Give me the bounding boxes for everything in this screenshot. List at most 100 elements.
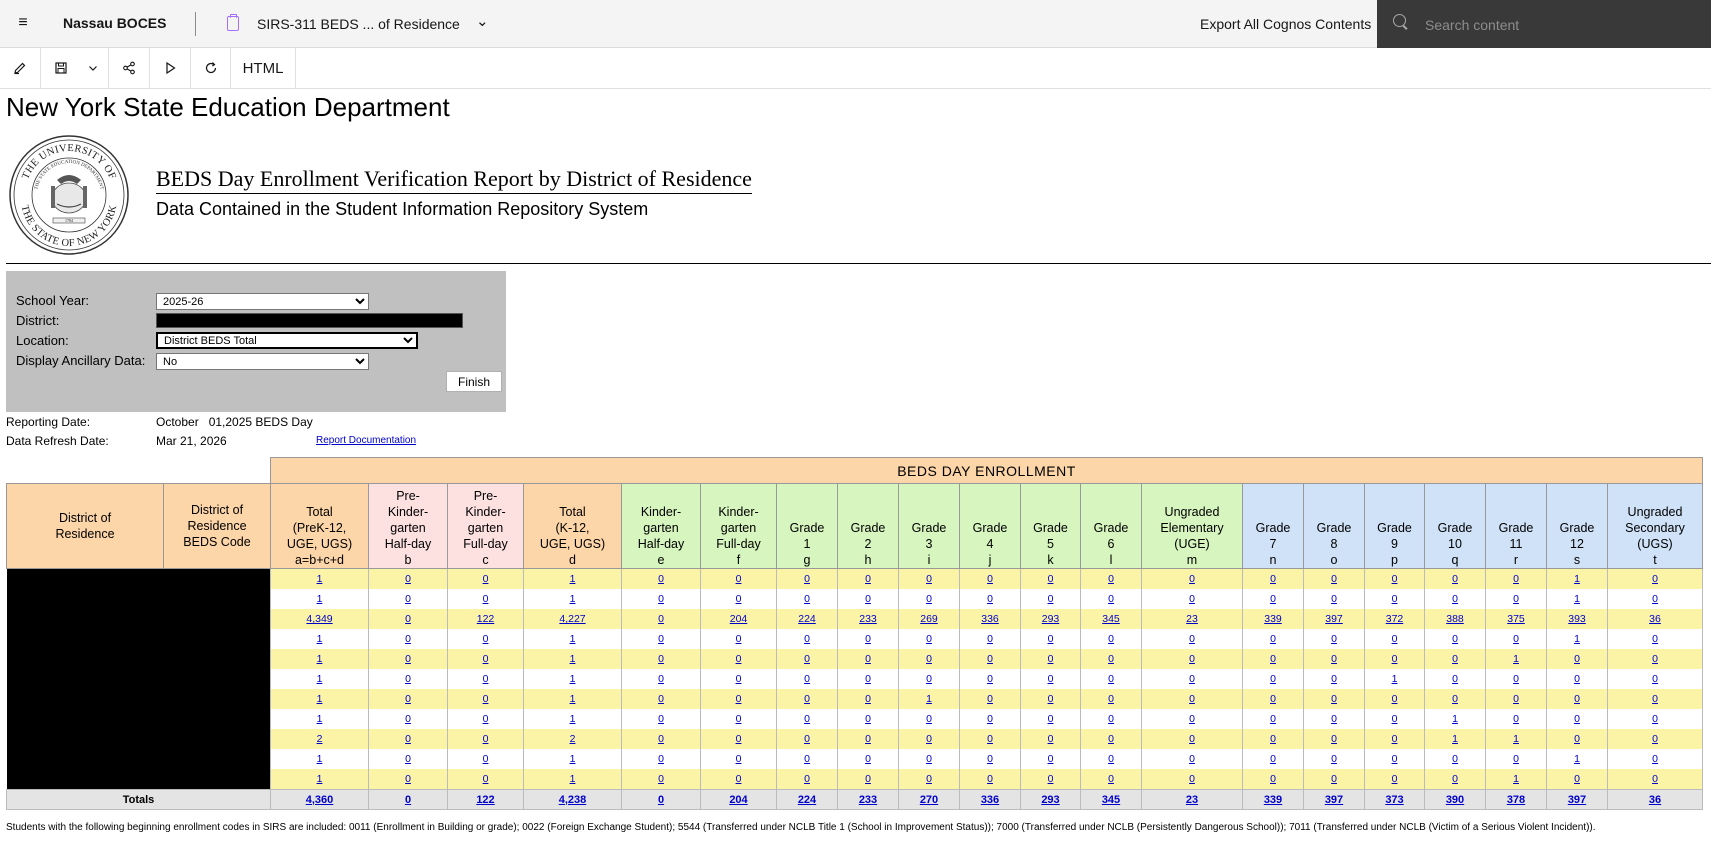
- location-select[interactable]: District BEDS Total: [156, 332, 418, 349]
- enrollment-drill-link[interactable]: 375: [1507, 613, 1525, 625]
- enrollment-drill-link[interactable]: 0: [1452, 673, 1458, 685]
- enrollment-drill-link[interactable]: 0: [1047, 733, 1054, 745]
- enrollment-drill-link[interactable]: 2: [316, 733, 323, 745]
- enrollment-drill-link[interactable]: 0: [926, 653, 932, 665]
- total-drill-link[interactable]: 293: [1041, 793, 1060, 806]
- enrollment-drill-link[interactable]: 1: [1574, 593, 1580, 605]
- total-drill-link[interactable]: 345: [1101, 793, 1121, 806]
- enrollment-drill-link[interactable]: 1: [316, 693, 323, 705]
- hamburger-menu-icon[interactable]: ≡: [18, 14, 28, 31]
- enrollment-drill-link[interactable]: 0: [1047, 653, 1054, 665]
- enrollment-drill-link[interactable]: 0: [1574, 693, 1580, 705]
- enrollment-drill-link[interactable]: 0: [405, 593, 411, 605]
- enrollment-drill-link[interactable]: 0: [1108, 573, 1114, 585]
- enrollment-drill-link[interactable]: 0: [865, 573, 871, 585]
- ancillary-data-select[interactable]: No: [156, 353, 369, 370]
- enrollment-drill-link[interactable]: 1: [569, 773, 576, 785]
- enrollment-drill-link[interactable]: 339: [1264, 613, 1282, 625]
- total-drill-link[interactable]: 378: [1506, 793, 1526, 806]
- enrollment-drill-link[interactable]: 0: [865, 733, 871, 745]
- enrollment-drill-link[interactable]: 1: [569, 593, 576, 605]
- enrollment-drill-link[interactable]: 0: [658, 573, 664, 585]
- enrollment-drill-link[interactable]: 0: [405, 673, 411, 685]
- enrollment-drill-link[interactable]: 336: [981, 613, 999, 625]
- report-tab-title[interactable]: SIRS-311 BEDS ... of Residence: [257, 16, 460, 32]
- total-drill-link[interactable]: 224: [797, 793, 817, 806]
- enrollment-drill-link[interactable]: 0: [1652, 733, 1658, 745]
- enrollment-drill-link[interactable]: 0: [482, 773, 489, 785]
- edit-icon[interactable]: [0, 48, 40, 88]
- enrollment-drill-link[interactable]: 0: [482, 673, 489, 685]
- enrollment-drill-link[interactable]: 0: [1331, 573, 1337, 585]
- save-icon[interactable]: [41, 48, 81, 88]
- enrollment-drill-link[interactable]: 1: [1452, 713, 1458, 725]
- enrollment-drill-link[interactable]: 0: [735, 753, 742, 765]
- enrollment-drill-link[interactable]: 0: [1189, 733, 1195, 745]
- enrollment-drill-link[interactable]: 0: [658, 733, 664, 745]
- enrollment-drill-link[interactable]: 0: [1047, 573, 1054, 585]
- enrollment-drill-link[interactable]: 0: [1452, 753, 1458, 765]
- enrollment-drill-link[interactable]: 0: [735, 573, 742, 585]
- enrollment-drill-link[interactable]: 0: [1513, 693, 1519, 705]
- enrollment-drill-link[interactable]: 0: [1270, 693, 1276, 705]
- enrollment-drill-link[interactable]: 0: [405, 773, 411, 785]
- enrollment-drill-link[interactable]: 0: [1189, 633, 1195, 645]
- enrollment-drill-link[interactable]: 1: [316, 753, 323, 765]
- enrollment-drill-link[interactable]: 0: [735, 673, 742, 685]
- enrollment-drill-link[interactable]: 293: [1041, 613, 1060, 625]
- enrollment-drill-link[interactable]: 0: [1270, 753, 1276, 765]
- enrollment-drill-link[interactable]: 1: [569, 753, 576, 765]
- app-title[interactable]: Nassau BOCES: [63, 15, 167, 31]
- enrollment-drill-link[interactable]: 1: [316, 633, 323, 645]
- enrollment-drill-link[interactable]: 0: [987, 773, 993, 785]
- enrollment-drill-link[interactable]: 0: [1047, 673, 1054, 685]
- total-drill-link[interactable]: 339: [1263, 793, 1283, 806]
- enrollment-drill-link[interactable]: 0: [865, 693, 871, 705]
- enrollment-drill-link[interactable]: 0: [658, 613, 664, 625]
- enrollment-drill-link[interactable]: 0: [1452, 573, 1458, 585]
- total-drill-link[interactable]: 4,360: [305, 793, 334, 806]
- export-all-button[interactable]: Export All Cognos Contents: [1200, 16, 1372, 32]
- enrollment-drill-link[interactable]: 0: [1047, 593, 1054, 605]
- total-drill-link[interactable]: 373: [1385, 793, 1404, 806]
- enrollment-drill-link[interactable]: 0: [482, 653, 489, 665]
- enrollment-drill-link[interactable]: 0: [1189, 753, 1195, 765]
- total-drill-link[interactable]: 122: [476, 793, 495, 806]
- enrollment-drill-link[interactable]: 0: [658, 693, 664, 705]
- enrollment-drill-link[interactable]: 1: [569, 693, 576, 705]
- enrollment-drill-link[interactable]: 0: [405, 573, 411, 585]
- enrollment-drill-link[interactable]: 0: [865, 673, 871, 685]
- enrollment-drill-link[interactable]: 1: [1574, 573, 1580, 585]
- enrollment-drill-link[interactable]: 0: [804, 653, 810, 665]
- enrollment-drill-link[interactable]: 0: [1513, 713, 1519, 725]
- enrollment-drill-link[interactable]: 388: [1446, 613, 1464, 625]
- search-input[interactable]: [1423, 14, 1687, 36]
- enrollment-drill-link[interactable]: 0: [1452, 593, 1458, 605]
- enrollment-drill-link[interactable]: 1: [316, 773, 323, 785]
- enrollment-drill-link[interactable]: 0: [1652, 673, 1658, 685]
- enrollment-drill-link[interactable]: 0: [865, 773, 871, 785]
- enrollment-drill-link[interactable]: 1: [1452, 733, 1458, 745]
- enrollment-drill-link[interactable]: 0: [482, 753, 489, 765]
- enrollment-drill-link[interactable]: 0: [1391, 593, 1398, 605]
- enrollment-drill-link[interactable]: 0: [1452, 633, 1458, 645]
- enrollment-drill-link[interactable]: 0: [1513, 753, 1519, 765]
- enrollment-drill-link[interactable]: 1: [1391, 673, 1398, 685]
- enrollment-drill-link[interactable]: 0: [1108, 753, 1114, 765]
- enrollment-drill-link[interactable]: 0: [804, 733, 810, 745]
- report-documentation-link[interactable]: Report Documentation: [316, 435, 417, 446]
- enrollment-drill-link[interactable]: 0: [1652, 713, 1658, 725]
- enrollment-drill-link[interactable]: 0: [1108, 773, 1114, 785]
- enrollment-drill-link[interactable]: 0: [1513, 673, 1519, 685]
- enrollment-drill-link[interactable]: 122: [476, 613, 495, 625]
- enrollment-drill-link[interactable]: 1: [926, 693, 932, 705]
- enrollment-drill-link[interactable]: 0: [1270, 673, 1276, 685]
- total-drill-link[interactable]: 0: [404, 793, 412, 806]
- enrollment-drill-link[interactable]: 0: [405, 653, 411, 665]
- enrollment-drill-link[interactable]: 0: [1189, 673, 1195, 685]
- enrollment-drill-link[interactable]: 0: [987, 733, 993, 745]
- enrollment-drill-link[interactable]: 0: [804, 693, 810, 705]
- enrollment-drill-link[interactable]: 0: [926, 673, 932, 685]
- enrollment-drill-link[interactable]: 0: [1331, 713, 1337, 725]
- total-drill-link[interactable]: 0: [657, 793, 665, 806]
